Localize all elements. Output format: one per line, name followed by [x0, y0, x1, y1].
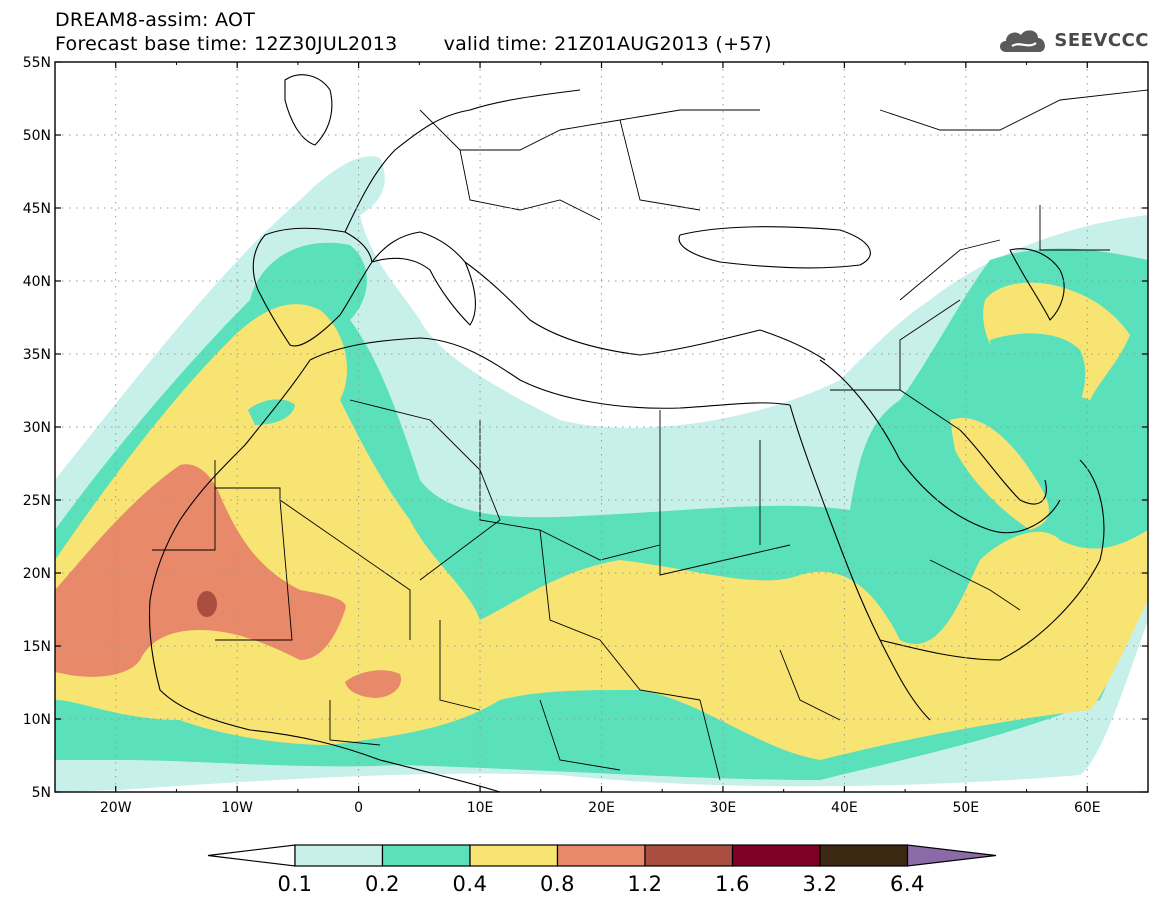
- lat-tick-label: 40N: [23, 274, 51, 290]
- colorbar-arrow-high: [906, 844, 997, 867]
- lat-tick-label: 45N: [23, 201, 51, 217]
- contour-0.8-nigeria: [345, 670, 401, 698]
- coastlines: [148, 74, 1105, 792]
- colorbar-arrow-low: [207, 844, 296, 867]
- colorbar-label: 1.6: [715, 872, 750, 896]
- seevccc-logo: SEEVCCC: [996, 22, 1149, 58]
- grid-lines: [55, 62, 1148, 792]
- lat-tick-label: 35N: [23, 347, 51, 363]
- lon-tick-label: 10W: [221, 800, 253, 816]
- colorbar-label: 0.2: [365, 872, 400, 896]
- colorbar-label: 0.8: [540, 872, 575, 896]
- lon-tick-label: 40E: [831, 800, 858, 816]
- lon-tick-label: 0: [354, 800, 363, 816]
- colorbar-label: 1.2: [627, 872, 663, 896]
- axis-ticks: 20W 10W 0 10E 20E 30E 40E 50E 60E 5N 10N 15N 20N 25N 3…: [23, 55, 1149, 816]
- colorbar-label: 6.4: [890, 872, 925, 896]
- lon-tick-label: 20E: [588, 800, 615, 816]
- lon-tick-label: 10E: [467, 800, 494, 816]
- base-time: Forecast base time: 12Z30JUL2013: [55, 33, 398, 55]
- colorbar-cell: [469, 844, 559, 867]
- lat-tick-label: 15N: [23, 639, 51, 655]
- lon-tick-label: 60E: [1074, 800, 1101, 816]
- colorbar-cell: [644, 844, 734, 867]
- contour-1.2: [197, 591, 217, 617]
- logo-text: SEEVCCC: [1054, 29, 1149, 51]
- lat-tick-label: 30N: [23, 420, 51, 436]
- colorbar-label: 0.1: [277, 872, 313, 896]
- cloud-icon: [1000, 30, 1046, 52]
- lat-tick-label: 50N: [23, 128, 51, 144]
- lat-tick-label: 25N: [23, 493, 51, 509]
- lat-tick-label: 55N: [23, 55, 51, 71]
- lat-tick-label: 10N: [23, 712, 51, 728]
- colorbar-cell: [381, 844, 471, 867]
- colorbar-label: 3.2: [802, 872, 838, 896]
- valid-time: valid time: 21Z01AUG2013 (+57): [443, 33, 772, 55]
- map-title: DREAM8-assim: AOT: [55, 9, 256, 31]
- lon-tick-label: 20W: [100, 800, 132, 816]
- country-borders: [152, 89, 1148, 781]
- aot-fields: [55, 62, 1148, 792]
- contour-0.8: [55, 464, 346, 677]
- colorbar-cell: [819, 844, 909, 867]
- lat-tick-label: 20N: [23, 566, 51, 582]
- colorbar-cell: [731, 844, 821, 867]
- lon-tick-label: 50E: [952, 800, 979, 816]
- map-subtitle: Forecast base time: 12Z30JUL2013 valid ti…: [55, 33, 772, 55]
- colorbar-cell: [294, 844, 384, 867]
- lon-tick-label: 30E: [710, 800, 737, 816]
- colorbar-cell: [556, 844, 646, 867]
- lat-tick-label: 5N: [32, 785, 51, 801]
- contour-0.2-iran-inner: [990, 333, 1086, 420]
- colorbar-label: 0.4: [452, 872, 488, 896]
